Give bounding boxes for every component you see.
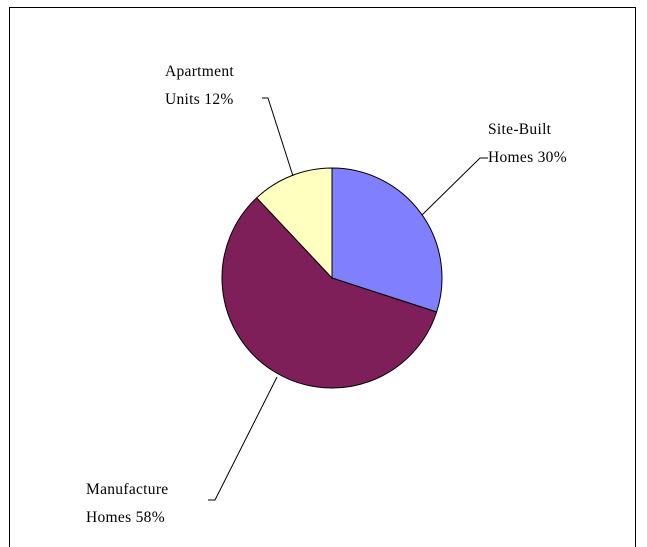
category-label: Site-Built Homes	[488, 121, 552, 166]
slice-label: Site-Built Homes 30%	[488, 116, 568, 172]
leader-line	[421, 157, 488, 216]
pie-slice	[255, 167, 333, 280]
category-label: Manufacture Homes	[86, 481, 169, 526]
slice-label: Apartment Units 12%	[165, 58, 250, 114]
value-label: 30%	[537, 149, 567, 166]
value-label: 58%	[135, 509, 165, 526]
value-label: 12%	[204, 91, 234, 108]
pie-slice	[221, 197, 438, 389]
pie-slice	[331, 167, 443, 313]
leader-line	[262, 97, 294, 177]
chart-frame	[9, 7, 636, 547]
category-label: Apartment Units	[165, 63, 234, 108]
leader-line	[208, 376, 278, 501]
slice-label: Manufacture Homes 58%	[86, 476, 211, 532]
